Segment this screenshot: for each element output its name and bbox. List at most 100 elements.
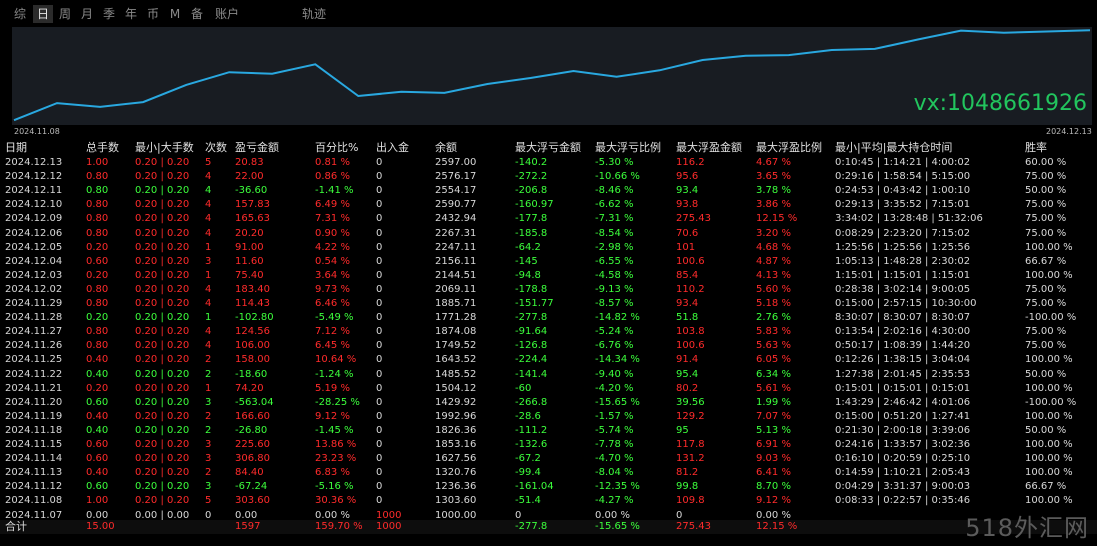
cell-col-11: 5.63 % bbox=[756, 340, 791, 352]
cell-col-13: 75.00 % bbox=[1025, 326, 1067, 338]
table-row[interactable]: 2024.11.19 0.40 0.20 | 0.20 2 166.60 9.12 % 0 1… bbox=[0, 410, 1097, 424]
table-row[interactable]: 2024.11.07 0.00 0.00 | 0.00 0 0.00 0.00 % 1000… bbox=[0, 509, 1097, 523]
column-header-2[interactable]: 最小|大手数 bbox=[135, 141, 194, 154]
cell-col-2: 0.20 | 0.20 bbox=[135, 312, 190, 324]
cell-col-4: 303.60 bbox=[235, 495, 270, 507]
column-header-8[interactable]: 最大浮亏金额 bbox=[515, 141, 581, 154]
cell-col-8: -224.4 bbox=[515, 354, 548, 366]
table-row[interactable]: 2024.12.13 1.00 0.20 | 0.20 5 20.83 0.81 % 0 25… bbox=[0, 156, 1097, 170]
table-row[interactable]: 2024.11.14 0.60 0.20 | 0.20 3 306.80 23.23 % 0… bbox=[0, 452, 1097, 466]
table-row[interactable]: 2024.12.06 0.80 0.20 | 0.20 4 20.20 0.90 % 0 22… bbox=[0, 227, 1097, 241]
table-row[interactable]: 2024.12.03 0.20 0.20 | 0.20 1 75.40 3.64 % 0 21… bbox=[0, 269, 1097, 283]
cell-col-10: 0 bbox=[676, 509, 683, 521]
cell-col-9: -8.46 % bbox=[595, 185, 634, 197]
table-row[interactable]: 2024.12.10 0.80 0.20 | 0.20 4 157.83 6.49 % 0 2… bbox=[0, 198, 1097, 212]
cell-col-11: 6.05 % bbox=[756, 354, 791, 366]
tab-8[interactable]: 备 bbox=[190, 7, 203, 21]
column-header-12[interactable]: 最小|平均|最大持仓时间 bbox=[835, 141, 953, 154]
cell-col-6: 0 bbox=[376, 255, 383, 267]
table-row[interactable]: 2024.11.20 0.60 0.20 | 0.20 3 -563.04 -28.25 … bbox=[0, 396, 1097, 410]
cell-col-8: -132.6 bbox=[515, 439, 548, 450]
table-row[interactable]: 2024.11.13 0.40 0.20 | 0.20 2 84.40 6.83 % 0 13… bbox=[0, 466, 1097, 480]
cell-col-2: 0.20 | 0.20 bbox=[135, 453, 190, 465]
cell-col-12: 0:15:00 | 0:51:20 | 1:27:41 bbox=[835, 410, 971, 422]
cell-col-2: 0.20 | 0.20 bbox=[135, 213, 190, 225]
cell-col-4: 158.00 bbox=[235, 354, 270, 366]
table-header: 日期 总手数 最小|大手数 次数 盈亏金额 百分比% 出入金 余额 最大浮亏金额 最大浮亏比例 最大… bbox=[0, 140, 1097, 156]
cell-col-11: 5.61 % bbox=[756, 382, 791, 394]
table-row[interactable]: 2024.12.12 0.80 0.20 | 0.20 4 22.00 0.86 % 0 25… bbox=[0, 170, 1097, 184]
cell-col-8: -111.2 bbox=[515, 424, 548, 436]
column-header-1[interactable]: 总手数 bbox=[86, 141, 119, 154]
tab-7[interactable]: M bbox=[169, 7, 181, 21]
tab-1[interactable]: 日 bbox=[33, 5, 53, 23]
cell-col-1: 0.80 bbox=[86, 199, 109, 211]
table-row[interactable]: 2024.11.18 0.40 0.20 | 0.20 2 -26.80 -1.45 % 0… bbox=[0, 424, 1097, 438]
column-header-4[interactable]: 盈亏金额 bbox=[235, 141, 279, 154]
column-header-6[interactable]: 出入金 bbox=[376, 141, 409, 154]
tab-10[interactable]: 轨迹 bbox=[301, 7, 326, 21]
cell-col-11: 6.41 % bbox=[756, 467, 791, 479]
cell-col-12: 0:16:10 | 0:20:59 | 0:25:10 bbox=[835, 453, 971, 465]
cell-col-7: 2144.51 bbox=[435, 269, 477, 281]
cell-col-3: 3 bbox=[205, 396, 212, 408]
table-row[interactable]: 2024.11.28 0.20 0.20 | 0.20 1 -102.80 -5.49 %… bbox=[0, 311, 1097, 325]
contact-watermark: vx:1048661926 bbox=[913, 91, 1087, 116]
cell-col-1: 0.80 bbox=[86, 298, 109, 309]
tab-4[interactable]: 季 bbox=[102, 7, 115, 21]
column-header-7[interactable]: 余额 bbox=[435, 141, 457, 154]
table-row[interactable]: 2024.11.21 0.20 0.20 | 0.20 1 74.20 5.19 % 0 15… bbox=[0, 382, 1097, 396]
cell-col-10: 70.6 bbox=[676, 227, 699, 239]
cell-col-4: 225.60 bbox=[235, 439, 270, 450]
cell-col-13: 100.00 % bbox=[1025, 495, 1073, 507]
table-row[interactable]: 2024.11.25 0.40 0.20 | 0.20 2 158.00 10.64 % 0… bbox=[0, 353, 1097, 367]
table-row[interactable]: 2024.11.22 0.40 0.20 | 0.20 2 -18.60 -1.24 % 0… bbox=[0, 368, 1097, 382]
table-row[interactable]: 2024.11.12 0.60 0.20 | 0.20 3 -67.24 -5.16 % 0… bbox=[0, 480, 1097, 494]
table-row[interactable]: 2024.12.11 0.80 0.20 | 0.20 4 -36.60 -1.41 % 0… bbox=[0, 184, 1097, 198]
tab-9[interactable]: 账户 bbox=[214, 7, 239, 21]
cell-col-10: 100.6 bbox=[676, 340, 705, 352]
column-header-13[interactable]: 胜率 bbox=[1025, 141, 1047, 154]
table-row[interactable]: 2024.12.09 0.80 0.20 | 0.20 4 165.63 7.31 % 0 2… bbox=[0, 212, 1097, 226]
cell-col-7: 1992.96 bbox=[435, 410, 477, 422]
column-header-11[interactable]: 最大浮盈比例 bbox=[756, 141, 822, 154]
tab-0[interactable]: 综 bbox=[13, 7, 26, 21]
cell-col-2: 0.20 | 0.20 bbox=[135, 439, 190, 450]
cell-col-5: 7.12 % bbox=[315, 326, 350, 338]
cell-col-12: 3:34:02 | 13:28:48 | 51:32:06 bbox=[835, 213, 983, 225]
table-row[interactable]: 2024.11.27 0.80 0.20 | 0.20 4 124.56 7.12 % 0 1… bbox=[0, 325, 1097, 339]
cell-col-1: 0.00 bbox=[86, 509, 109, 521]
cell-col-13: 100.00 % bbox=[1025, 382, 1073, 394]
cell-col-6: 1000 bbox=[376, 509, 402, 521]
table-row[interactable]: 2024.12.05 0.20 0.20 | 0.20 1 91.00 4.22 % 0 22… bbox=[0, 241, 1097, 255]
cell-col-6: 0 bbox=[376, 424, 383, 436]
tab-6[interactable]: 币 bbox=[146, 7, 159, 21]
column-header-5[interactable]: 百分比% bbox=[315, 141, 359, 154]
column-header-0[interactable]: 日期 bbox=[5, 141, 27, 154]
table-row[interactable]: 2024.12.04 0.60 0.20 | 0.20 3 11.60 0.54 % 0 21… bbox=[0, 255, 1097, 269]
tab-5[interactable]: 年 bbox=[124, 7, 137, 21]
equity-chart-panel: vx:1048661926 bbox=[12, 27, 1092, 125]
table-row[interactable]: 2024.11.26 0.80 0.20 | 0.20 4 106.00 6.45 % 0 1… bbox=[0, 339, 1097, 353]
cell-col-10: 110.2 bbox=[676, 283, 705, 295]
table-row[interactable]: 2024.11.29 0.80 0.20 | 0.20 4 114.43 6.46 % 0 1… bbox=[0, 297, 1097, 311]
cell-col-11: 1.99 % bbox=[756, 396, 791, 408]
tab-2[interactable]: 周 bbox=[58, 7, 71, 21]
cell-col-6: 0 bbox=[376, 453, 383, 465]
cell-col-8: 0 bbox=[515, 509, 522, 521]
cell-col-0: 2024.11.21 bbox=[5, 382, 63, 394]
cell-col-8: -160.97 bbox=[515, 199, 554, 211]
column-header-3[interactable]: 次数 bbox=[205, 141, 227, 154]
table-row[interactable]: 2024.11.15 0.60 0.20 | 0.20 3 225.60 13.86 % 0… bbox=[0, 438, 1097, 452]
cell-col-6: 0 bbox=[376, 227, 383, 239]
cell-col-12: 0:10:45 | 1:14:21 | 4:00:02 bbox=[835, 157, 971, 168]
cell-col-5: 0.86 % bbox=[315, 171, 350, 183]
cell-col-11: 6.91 % bbox=[756, 439, 791, 450]
column-header-9[interactable]: 最大浮亏比例 bbox=[595, 141, 661, 154]
column-header-10[interactable]: 最大浮盈金额 bbox=[676, 141, 742, 154]
table-row[interactable]: 2024.11.08 1.00 0.20 | 0.20 5 303.60 30.36 % 0… bbox=[0, 494, 1097, 508]
cell-col-4: 306.80 bbox=[235, 453, 270, 465]
cell-col-13: -100.00 % bbox=[1025, 396, 1077, 408]
table-row[interactable]: 2024.12.02 0.80 0.20 | 0.20 4 183.40 9.73 % 0 2… bbox=[0, 283, 1097, 297]
tab-3[interactable]: 月 bbox=[80, 7, 93, 21]
